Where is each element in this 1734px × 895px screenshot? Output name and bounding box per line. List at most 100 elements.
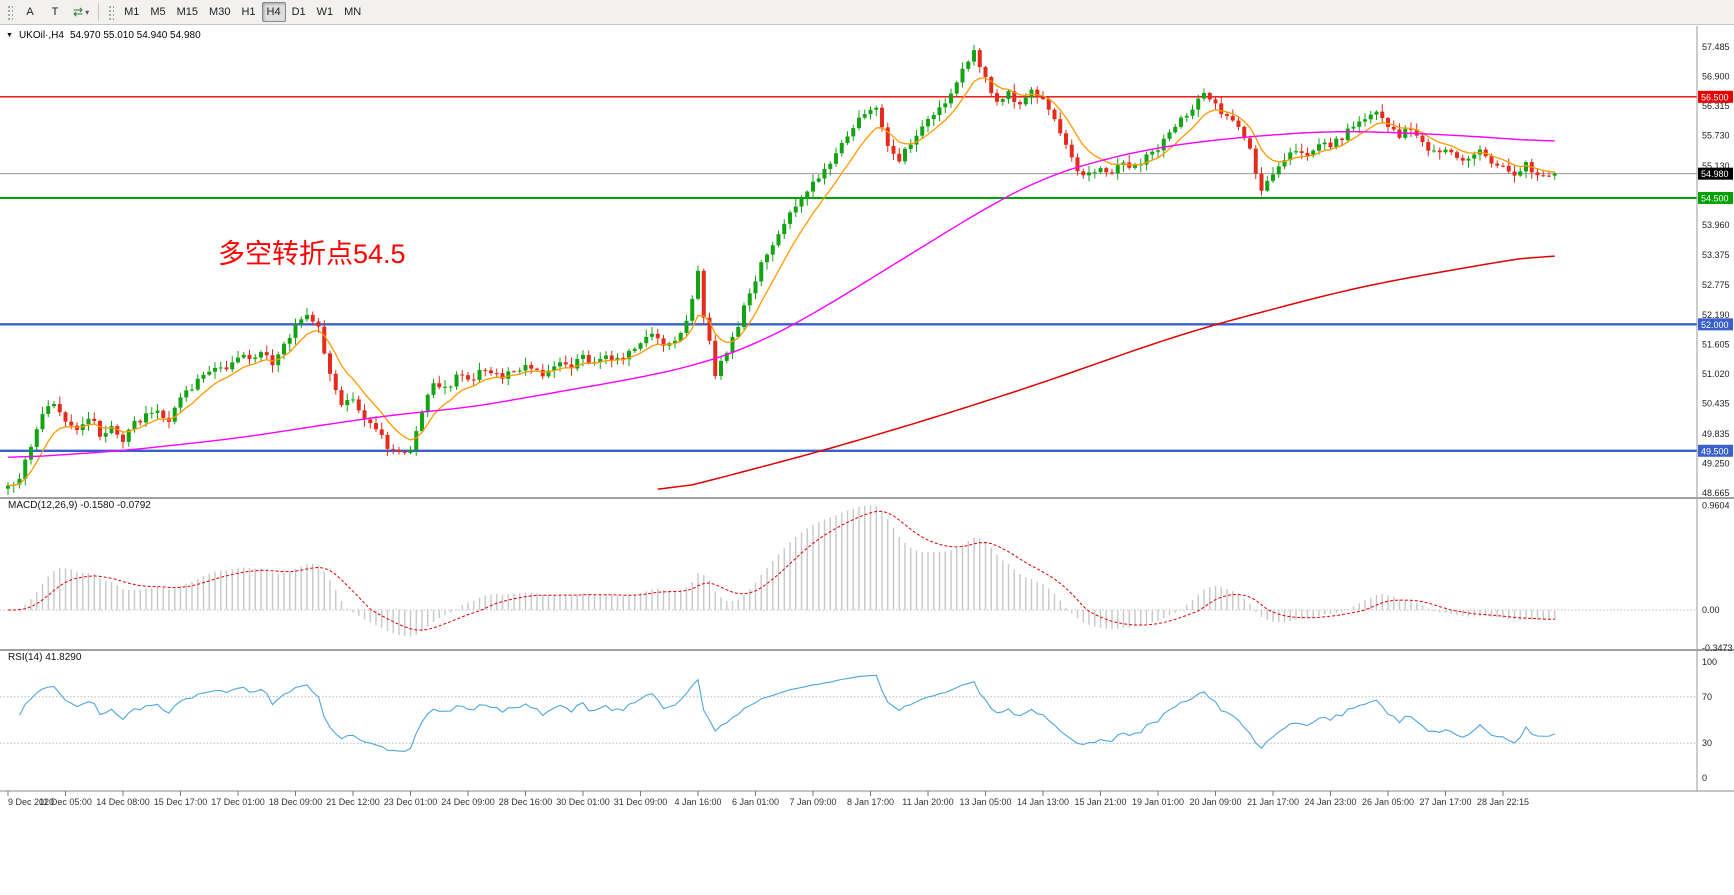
rsi-axis-label: 30 [1702,738,1712,748]
candle-body [1294,151,1298,153]
candle-body [46,406,51,414]
rsi-line [19,674,1555,752]
candle-body [454,374,459,387]
candle-body [891,145,896,154]
candle-body [351,399,355,401]
candle-body [914,135,919,145]
x-axis-label: 26 Jan 05:00 [1362,797,1414,807]
horizontal-level-lines[interactable] [0,96,1697,452]
candle-body [1535,172,1540,176]
candle-body [402,451,407,453]
x-axis-label: 13 Jan 05:00 [959,797,1011,807]
candle-body [1253,148,1258,174]
macd-indicator-label: MACD(12,26,9) -0.1580 -0.0792 [8,500,151,511]
candle-body [903,148,907,162]
candle-body [1489,156,1494,164]
candle-body [132,420,137,430]
candle-body [535,368,539,370]
chart-canvas[interactable]: 57.485 56.900 56.315 55.730 55.130 53.960 53.3… [0,26,1734,895]
candle-body [1437,150,1442,153]
candle-body [977,50,982,68]
candle-body [834,153,838,164]
toolbar-grip[interactable] [6,4,13,20]
candle-body [569,364,574,369]
rsi-axis-label: 100 [1702,657,1717,667]
x-axis-label: 14 Dec 08:00 [96,797,150,807]
candle-body [109,426,114,434]
rsi-axis-label: 0 [1702,773,1707,783]
candle-body [241,354,246,358]
candle-body [908,144,913,149]
candle-body [368,419,373,424]
candle-body [1449,149,1454,153]
candle-body [1299,151,1304,153]
y-axis-label: 52.190 [1702,310,1730,320]
candle-body [178,397,183,408]
candle-body [98,420,102,437]
candle-body [1271,174,1275,181]
candle-body [1259,173,1264,191]
candle-body [845,136,850,143]
candle-body [949,93,953,104]
timeframe-button-D1[interactable]: D1 [287,2,311,22]
candle-body [1305,152,1310,156]
candle-body [730,336,735,353]
candle-body [1328,142,1333,148]
timeframe-button-M5[interactable]: M5 [145,2,170,22]
candle-body [1150,151,1155,155]
candle-body [1552,173,1557,176]
moving-averages [7,77,1555,490]
timeframe-button-M1[interactable]: M1 [119,2,144,22]
timeframe-button-H1[interactable]: H1 [236,2,260,22]
candle-body [540,369,545,377]
candle-body [103,433,108,437]
chart-options-button[interactable]: ⇄ ▾ [68,2,94,22]
candle-body [224,367,229,370]
candle-body [1265,180,1270,191]
candle-body [1144,154,1149,165]
price-tag-bg [1698,90,1733,103]
chevron-down-icon: ▾ [85,7,90,17]
candle-body [793,206,798,213]
text-frame-tool-button[interactable]: T [43,2,67,22]
symbol-marker-icon[interactable]: ▼ [6,32,13,39]
candle-body [673,340,677,344]
arrows-icon: ⇄ [73,5,84,19]
toolbar-grip-2[interactable] [107,4,115,20]
x-axis-label: 18 Dec 09:00 [269,797,323,807]
rsi-indicator-label: RSI(14) 41.8290 [8,652,81,663]
candle-body [788,212,792,224]
candle-body [121,434,125,442]
timeframe-button-MN[interactable]: MN [339,2,366,22]
candle-body [218,367,223,369]
candle-body [954,82,959,94]
candle-body [144,413,148,423]
x-axis-label: 14 Jan 13:00 [1017,797,1069,807]
candle-body [397,449,401,452]
y-axis-label: 48.665 [1702,488,1730,498]
ohlc-values: 54.970 55.010 54.940 54.980 [69,30,201,41]
timeframe-button-M30[interactable]: M30 [204,2,235,22]
candle-body [483,369,488,371]
timeframe-button-H4[interactable]: H4 [261,2,286,22]
candle-body [460,374,465,376]
candle-body [1340,138,1344,141]
candle-body [1547,175,1551,177]
candle-body [1357,121,1362,127]
candle-body [1409,128,1413,130]
candle-body [857,117,861,129]
timeframe-button-W1[interactable]: W1 [312,2,339,22]
candle-body [1322,142,1327,145]
candle-body [1386,118,1390,127]
candle-body [512,371,516,373]
candle-body [253,357,258,359]
timeframe-button-M15[interactable]: M15 [172,2,203,22]
candle-body [23,459,28,479]
arrow-text-tool-button[interactable]: A [18,2,42,22]
x-axis-label: 20 Jan 09:00 [1189,797,1241,807]
chart-area[interactable]: 57.485 56.900 56.315 55.730 55.130 53.960 53.3… [0,26,1734,895]
candle-body [1184,115,1189,118]
candle-body [1242,126,1247,139]
candle-body [1443,149,1448,153]
